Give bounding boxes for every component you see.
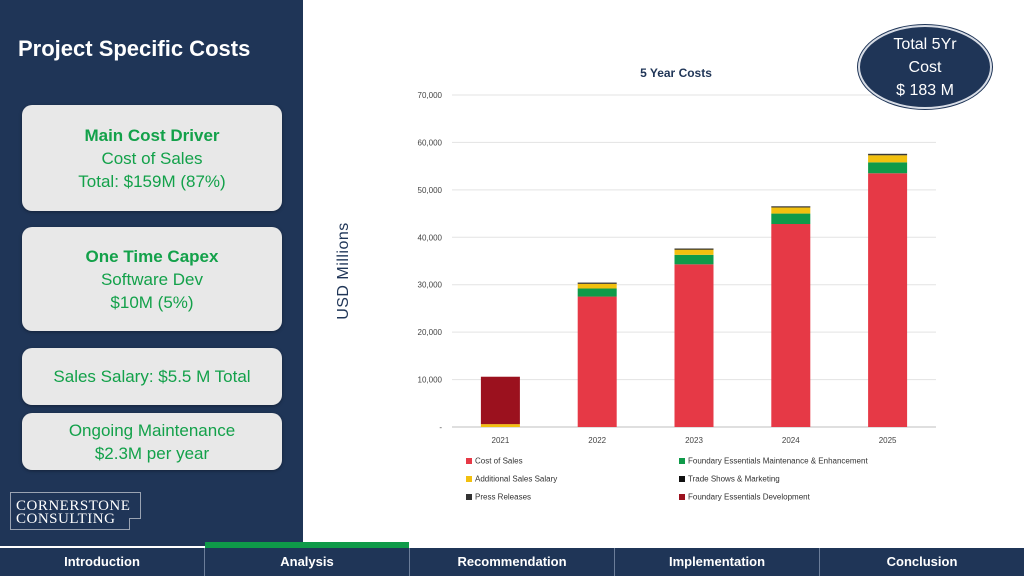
- y-tick-label: 60,000: [418, 138, 443, 147]
- card-line: Total: $159M (87%): [78, 171, 226, 191]
- bar-segment: [771, 224, 811, 427]
- card-line: Software Dev: [100, 269, 204, 289]
- legend-item-maintenance: Foundary Essentials Maintenance & Enhanc…: [679, 456, 868, 465]
- y-tick-label: 70,000: [418, 91, 443, 100]
- legend-label: Cost of Sales: [475, 456, 523, 466]
- tab-recommendation[interactable]: Recommendation: [410, 548, 615, 576]
- x-tick-label: 2025: [879, 436, 897, 445]
- card-line: Ongoing Maintenance: [68, 420, 236, 440]
- x-tick-label: 2022: [588, 436, 606, 445]
- card-heading: Main Cost Driver: [84, 125, 220, 145]
- bottom-nav: Introduction Analysis Recommendation Imp…: [0, 548, 1024, 576]
- y-tick-label: 30,000: [418, 281, 443, 290]
- card-heading: One Time Capex: [85, 246, 219, 266]
- bar-segment: [577, 283, 617, 289]
- legend-label: Foundary Essentials Maintenance & Enhanc…: [688, 456, 868, 466]
- legend-label: Trade Shows & Marketing: [688, 474, 780, 484]
- bar-segment: [771, 213, 811, 225]
- bar-segment: [868, 173, 908, 427]
- x-tick-label: 2023: [685, 436, 703, 445]
- badge-line: Total 5Yr: [893, 35, 957, 53]
- legend-item-cost-of-sales: Cost of Sales: [466, 456, 523, 465]
- legend-swatch: [679, 457, 685, 464]
- bar-segment: [674, 249, 714, 255]
- legend-swatch: [466, 493, 472, 500]
- legend-swatch: [466, 457, 472, 464]
- bar-segment: [868, 155, 908, 163]
- card-line: Sales Salary: $5.5 M Total: [53, 367, 251, 386]
- legend-swatch: [679, 475, 685, 482]
- legend-item-trade-shows: Trade Shows & Marketing: [679, 474, 780, 483]
- bar-segment: [771, 206, 811, 208]
- one-time-capex-card: One Time Capex Software Dev $10M (5%): [22, 227, 282, 331]
- bar-segment: [868, 162, 908, 174]
- bar-segment: [771, 207, 811, 214]
- badge-line: Cost: [908, 58, 942, 76]
- ongoing-maintenance-card: Ongoing Maintenance $2.3M per year: [22, 413, 282, 470]
- bar-segment: [577, 283, 617, 284]
- tab-conclusion[interactable]: Conclusion: [886, 554, 958, 569]
- y-tick-label: -: [439, 423, 442, 432]
- tab-analysis[interactable]: Analysis: [205, 548, 410, 576]
- y-tick-label: 10,000: [418, 376, 443, 385]
- y-tick-label: 40,000: [418, 233, 443, 242]
- legend-swatch: [466, 475, 472, 482]
- bar-segment: [480, 424, 520, 427]
- logo-text: CORNERSTONE: [16, 498, 131, 514]
- legend-label: Additional Sales Salary: [475, 474, 558, 484]
- bar-segment: [674, 264, 714, 427]
- card-line: $10M (5%): [110, 292, 194, 312]
- total-cost-badge: Total 5Yr Cost $ 183 M: [858, 25, 992, 109]
- tab-implementation[interactable]: Implementation: [615, 548, 820, 576]
- y-tick-label: 50,000: [418, 186, 443, 195]
- legend-label: Foundary Essentials Development: [688, 492, 810, 502]
- tab-introduction[interactable]: Introduction: [0, 548, 205, 576]
- main-cost-driver-card: Main Cost Driver Cost of Sales Total: $1…: [22, 105, 282, 211]
- legend-item-development: Foundary Essentials Development: [679, 492, 810, 501]
- sidebar-title: Project Specific Costs: [18, 36, 251, 61]
- card-line: Cost of Sales: [101, 148, 203, 168]
- chart-title: 5 Year Costs: [640, 66, 712, 80]
- legend-item-sales-salary: Additional Sales Salary: [466, 474, 557, 483]
- bar-segment: [480, 376, 520, 425]
- y-tick-label: 20,000: [418, 328, 443, 337]
- sales-salary-card: Sales Salary: $5.5 M Total: [22, 348, 282, 405]
- bar-segment: [674, 254, 714, 265]
- legend-swatch: [679, 493, 685, 500]
- logo-text: CONSULTING: [16, 511, 116, 527]
- bar-segment: [674, 248, 714, 250]
- active-tab-indicator: [205, 542, 409, 548]
- x-tick-label: 2021: [492, 436, 510, 445]
- legend-item-press-releases: Press Releases: [466, 492, 531, 501]
- card-line: $2.3M per year: [94, 443, 210, 463]
- stacked-bar-chart: - 10,000 20,000 30,000 40,000 50,000 60,000 70,…: [418, 91, 936, 445]
- logo-corner-mark: [129, 518, 141, 530]
- badge-line: $ 183 M: [896, 81, 954, 99]
- sidebar: Project Specific Costs Main Cost Driver …: [0, 0, 303, 546]
- company-logo: CORNERSTONE CONSULTING: [10, 492, 141, 530]
- legend-label: Press Releases: [475, 492, 532, 502]
- x-tick-label: 2024: [782, 436, 800, 445]
- bar-segment: [868, 154, 908, 156]
- bar-segment: [577, 288, 617, 297]
- bar-segment: [577, 296, 617, 427]
